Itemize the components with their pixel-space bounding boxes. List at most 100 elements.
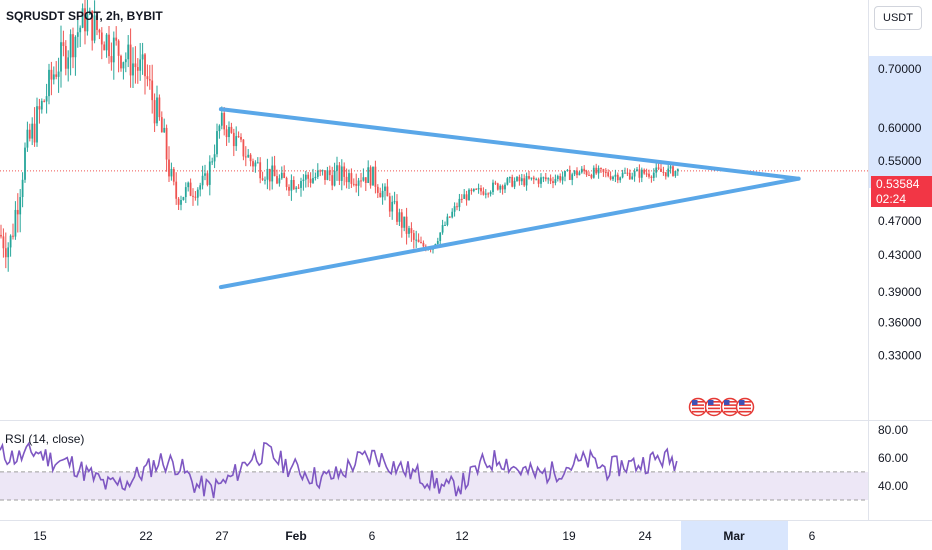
symbol-title: SQRUSDT SPOT, 2h, BYBIT [6, 9, 163, 23]
candle-body [568, 169, 571, 180]
rsi-pane [0, 441, 868, 501]
candle-body [631, 176, 634, 180]
candle-body [489, 192, 492, 195]
candle-body [115, 37, 118, 41]
price-range-highlight [869, 56, 932, 188]
candle-body [621, 172, 624, 178]
candle-body [218, 125, 221, 132]
candle-body [566, 169, 569, 171]
candle-body [398, 212, 401, 222]
candle-body [386, 186, 389, 197]
price-tick-label: 0.43000 [878, 248, 922, 262]
candle-body [391, 201, 394, 212]
rsi-label: RSI (14, close) [5, 432, 85, 446]
currency-button[interactable]: USDT [874, 6, 922, 30]
candle-body [345, 176, 348, 183]
candle-body [340, 166, 343, 181]
candle-body [602, 169, 605, 173]
candle-body [626, 172, 629, 174]
candle-body [604, 172, 607, 174]
candle-body [376, 186, 379, 193]
candle-body [180, 199, 182, 205]
candle-body [326, 170, 329, 180]
candle-body [600, 168, 602, 170]
us-flag-icon[interactable] [704, 397, 724, 417]
candle-body [206, 173, 209, 185]
candle-body [0, 234, 2, 237]
trendlines-group[interactable] [218, 107, 801, 290]
candle-body [506, 178, 509, 185]
candle-body [112, 37, 115, 63]
candle-body [36, 106, 38, 143]
candle-body [88, 10, 91, 15]
time-range-highlight [681, 521, 788, 550]
us-flag-icon[interactable] [735, 397, 755, 417]
candle-body [254, 162, 257, 167]
candle-body [348, 173, 350, 183]
candle-body [552, 181, 554, 183]
candle-body [441, 225, 444, 233]
candle-body [165, 127, 168, 160]
candle-body [638, 169, 641, 178]
candle-body [494, 182, 497, 184]
candle-body [132, 63, 134, 76]
price-tick-label: 0.39000 [878, 285, 922, 299]
candle-body [295, 187, 298, 190]
candle-body [549, 178, 552, 182]
time-tick-label: 15 [33, 529, 47, 543]
candle-body [333, 170, 336, 186]
candle-body [208, 161, 211, 185]
candle-body [640, 169, 643, 178]
candle-body [211, 161, 214, 163]
candle-body [364, 177, 367, 183]
candle-body [141, 54, 144, 60]
candle-body [595, 167, 598, 174]
candle-body [249, 154, 252, 162]
candle-body [564, 170, 566, 177]
us-flag-icon[interactable] [720, 397, 740, 417]
candle-body [76, 32, 79, 37]
candle-body [535, 179, 538, 181]
candle-body [511, 176, 514, 187]
rsi-tick-label: 40.00 [878, 479, 908, 493]
trendline[interactable] [218, 107, 801, 181]
candle-body [309, 178, 312, 183]
price-tick-label: 0.33000 [878, 349, 922, 363]
candle-body [136, 67, 139, 71]
candle-body [172, 168, 175, 182]
candle-body [619, 177, 622, 181]
candle-body [556, 176, 559, 180]
candle-body [614, 174, 617, 177]
candle-body [508, 176, 511, 179]
candle-body [477, 188, 480, 190]
us-flag-icon[interactable] [688, 397, 708, 417]
candle-body [516, 176, 518, 181]
candle-body [16, 209, 19, 215]
candle-body [343, 166, 346, 177]
event-flags[interactable] [688, 397, 755, 417]
candle-body [160, 117, 163, 133]
candle-body [460, 198, 463, 200]
candle-body [482, 191, 485, 195]
candle-body [453, 206, 456, 212]
candle-body [276, 176, 278, 184]
candle-body [559, 176, 562, 181]
candle-body [144, 54, 146, 77]
trendline[interactable] [218, 176, 801, 290]
candle-body [352, 183, 355, 185]
candle-body [266, 168, 269, 180]
rsi-tick-label: 80.00 [878, 423, 908, 437]
candle-body [518, 176, 521, 182]
candle-body [134, 63, 137, 68]
candle-body [612, 176, 614, 180]
candle-body [350, 173, 353, 184]
candle-body [196, 189, 199, 198]
candle-body [307, 174, 310, 179]
candle-body [304, 174, 307, 180]
candle-body [175, 181, 178, 199]
candle-body [170, 168, 173, 177]
candle-body [484, 193, 487, 195]
price-tick-label: 0.36000 [878, 316, 922, 330]
candle-body [184, 187, 187, 198]
